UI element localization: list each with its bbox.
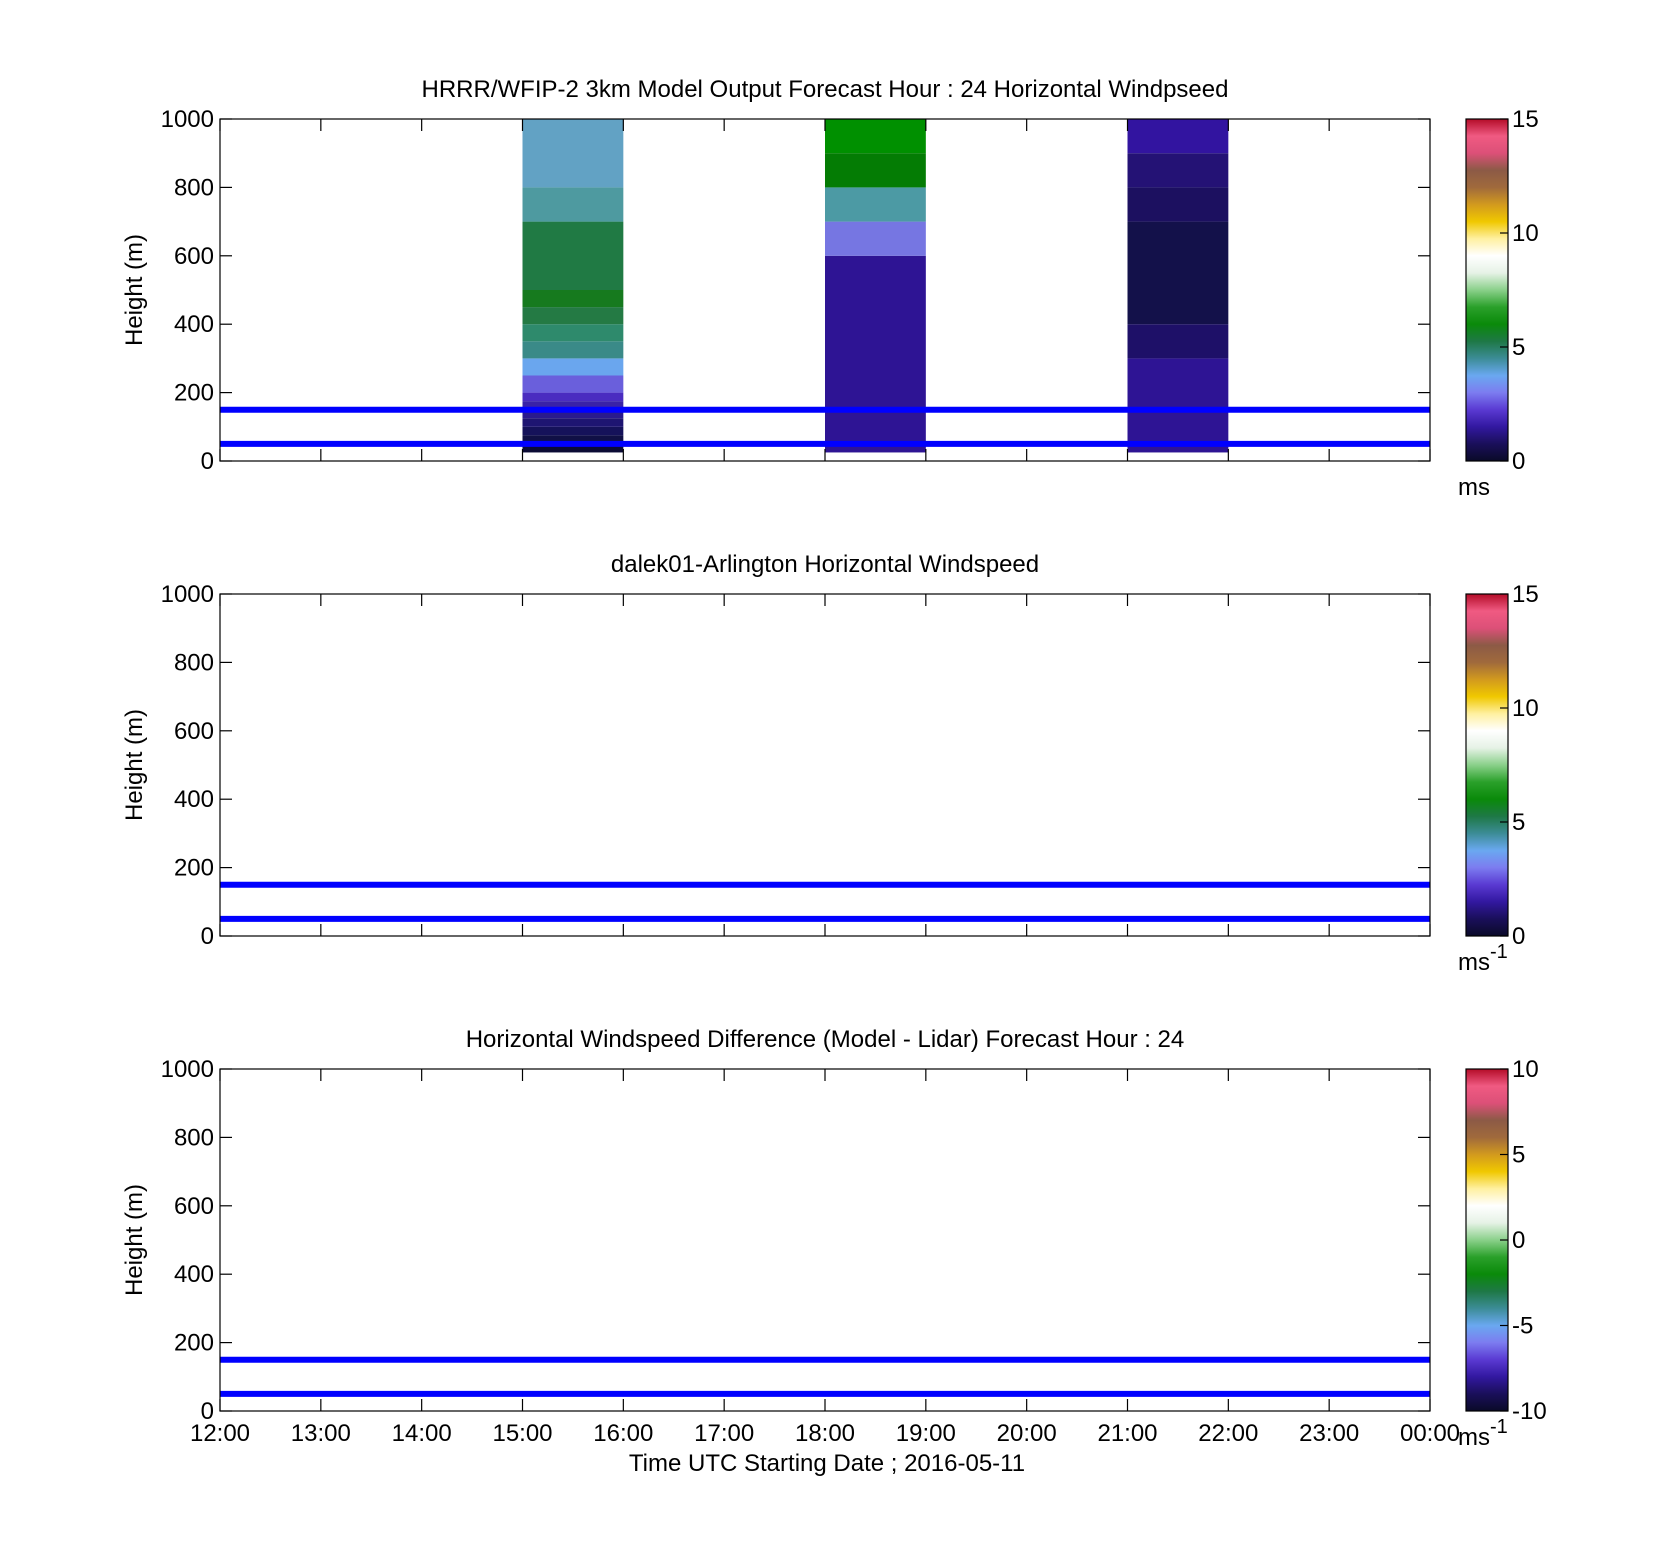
y-tick-label: 0 <box>201 923 214 950</box>
x-tick-label: 13:00 <box>291 1420 351 1447</box>
y-axis-label: Height (m) <box>121 234 148 346</box>
colorbar-tick-label: 15 <box>1512 106 1539 133</box>
y-tick-label: 400 <box>174 1261 214 1288</box>
chart-panel-2: dalek01-Arlington Horizontal Windspeed 0 2… <box>121 551 1539 976</box>
x-tick-label: 22:00 <box>1198 1420 1258 1447</box>
y-tick-label: 600 <box>174 243 214 270</box>
colorbar-unit: ms-1 <box>1458 941 1508 976</box>
y-tick-label: 200 <box>174 855 214 882</box>
colorbar-tick-label: 0 <box>1512 448 1525 475</box>
colorbar-tick-label: 0 <box>1512 1227 1525 1254</box>
colorbar <box>1465 593 1509 937</box>
y-tick-label: 0 <box>201 448 214 475</box>
x-tick-label: 17:00 <box>694 1420 754 1447</box>
data-cell <box>1127 187 1229 222</box>
data-cell <box>1127 221 1229 325</box>
data-cell <box>522 187 624 222</box>
data-cell <box>1127 358 1229 453</box>
data-cell <box>522 221 624 290</box>
colorbar-tick-label: 15 <box>1512 581 1539 608</box>
x-tick-label: 21:00 <box>1097 1420 1157 1447</box>
data-cell <box>522 324 624 342</box>
data-cell <box>522 435 624 444</box>
data-cell <box>1127 324 1229 359</box>
colorbar-tick-label: 0 <box>1512 923 1525 950</box>
colorbar-tick-label: 5 <box>1512 334 1525 361</box>
data-cell <box>825 153 926 188</box>
data-cell <box>1127 153 1229 188</box>
chart-title: Horizontal Windspeed Difference (Model -… <box>466 1026 1185 1053</box>
x-tick-label: 12:00 <box>190 1420 250 1447</box>
x-tick-label: 23:00 <box>1299 1420 1359 1447</box>
chart-title: dalek01-Arlington Horizontal Windspeed <box>611 551 1039 578</box>
colorbar-tick-label: -5 <box>1512 1313 1533 1340</box>
y-tick-label: 600 <box>174 718 214 745</box>
x-tick-label: 18:00 <box>795 1420 855 1447</box>
y-tick-label: 200 <box>174 380 214 407</box>
y-tick-label: 1000 <box>161 581 214 608</box>
colorbar <box>1465 118 1509 462</box>
y-tick-label: 600 <box>174 1193 214 1220</box>
data-cell <box>825 255 926 453</box>
colorbar-tick-label: -10 <box>1512 1398 1547 1425</box>
x-tick-label: 14:00 <box>392 1420 452 1447</box>
x-tick-label: 16:00 <box>593 1420 653 1447</box>
colorbar-unit: ms <box>1458 474 1490 501</box>
colorbar-tick-label: 5 <box>1512 1142 1525 1169</box>
y-tick-label: 200 <box>174 1330 214 1357</box>
data-cell <box>522 290 624 308</box>
chart-panel-1: HRRR/WFIP-2 3km Model Output Forecast Ho… <box>121 76 1539 501</box>
chart-panel-3: Horizontal Windspeed Difference (Model -… <box>121 1026 1547 1477</box>
colorbar-unit: ms-1 <box>1458 1416 1508 1451</box>
data-cell <box>825 119 926 154</box>
data-cell <box>522 358 624 376</box>
x-tick-label: 19:00 <box>896 1420 956 1447</box>
y-axis-label: Height (m) <box>121 1184 148 1296</box>
data-cell <box>522 307 624 325</box>
data-cell <box>522 341 624 359</box>
y-tick-label: 1000 <box>161 1056 214 1083</box>
data-cell <box>522 392 624 402</box>
x-tick-label: 20:00 <box>997 1420 1057 1447</box>
x-tick-label: 15:00 <box>492 1420 552 1447</box>
data-cell <box>522 375 624 393</box>
data-cell <box>522 426 624 436</box>
y-tick-label: 0 <box>201 1398 214 1425</box>
y-tick-label: 1000 <box>161 106 214 133</box>
data-cell <box>825 221 926 256</box>
y-tick-label: 400 <box>174 311 214 338</box>
colorbar-tick-label: 10 <box>1512 695 1539 722</box>
y-tick-label: 400 <box>174 786 214 813</box>
colorbar-tick-label: 5 <box>1512 809 1525 836</box>
chart-title: HRRR/WFIP-2 3km Model Output Forecast Ho… <box>422 76 1229 103</box>
data-cell <box>522 443 624 453</box>
data-cell <box>522 119 624 188</box>
colorbar-tick-label: 10 <box>1512 1056 1539 1083</box>
y-tick-label: 800 <box>174 649 214 676</box>
x-axis-label: Time UTC Starting Date ; 2016-05-11 <box>629 1450 1025 1477</box>
data-cell <box>825 187 926 222</box>
data-cell <box>522 401 624 410</box>
colorbar-tick-label: 10 <box>1512 220 1539 247</box>
data-cell <box>1127 119 1229 154</box>
y-tick-label: 800 <box>174 174 214 201</box>
y-axis-label: Height (m) <box>121 709 148 821</box>
data-cell <box>522 418 624 427</box>
x-tick-label: 00:00 <box>1400 1420 1460 1447</box>
y-tick-label: 800 <box>174 1124 214 1151</box>
data-cell <box>522 409 624 419</box>
